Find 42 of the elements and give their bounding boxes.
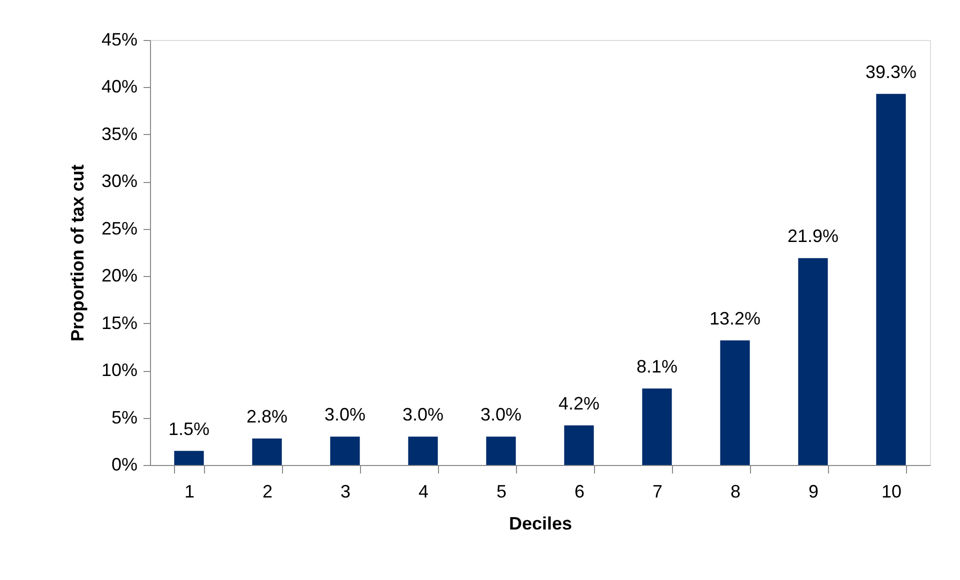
data-label: 2.8% [246, 406, 288, 427]
x-tick-label: 2 [262, 482, 273, 502]
bar [564, 425, 594, 465]
data-label: 3.0% [402, 404, 444, 425]
x-tick-label: 4 [418, 482, 429, 502]
x-tick-label: 3 [340, 482, 351, 502]
data-label: 21.9% [787, 226, 839, 246]
x-tick-label: 5 [496, 482, 507, 502]
y-tick-label: 10% [101, 360, 138, 380]
bar [642, 388, 672, 465]
bar [876, 94, 906, 465]
bar [720, 340, 750, 465]
y-tick-label: 0% [111, 454, 138, 474]
y-tick-label: 40% [101, 76, 138, 97]
data-label: 4.2% [558, 393, 600, 414]
x-tick-label: 9 [808, 482, 819, 502]
y-tick-label: 30% [101, 171, 138, 192]
data-label: 39.3% [865, 62, 917, 82]
bar [174, 450, 204, 465]
bar [798, 258, 828, 465]
y-tick-label: 35% [101, 124, 138, 144]
data-label: 8.1% [636, 356, 678, 376]
y-tick-label: 5% [111, 407, 138, 428]
data-label: 3.0% [324, 404, 366, 425]
bar [408, 436, 438, 465]
y-axis-title: Proportion of tax cut [67, 164, 88, 342]
x-tick-label: 7 [652, 482, 663, 502]
x-tick-label: 10 [881, 482, 902, 502]
y-tick-label: 25% [101, 218, 138, 238]
y-tick-label: 20% [101, 266, 138, 286]
x-tick-label: 1 [184, 482, 195, 502]
bar [330, 436, 360, 465]
y-tick-label: 45% [101, 30, 138, 50]
data-label: 1.5% [168, 418, 210, 439]
x-tick-label: 8 [730, 482, 741, 502]
x-tick-label: 6 [574, 482, 585, 502]
data-label: 3.0% [480, 404, 522, 425]
y-tick-label: 15% [101, 312, 138, 333]
x-axis-title: Deciles [508, 514, 572, 534]
bar [252, 438, 282, 465]
bar [486, 436, 516, 465]
data-label: 13.2% [709, 308, 761, 328]
